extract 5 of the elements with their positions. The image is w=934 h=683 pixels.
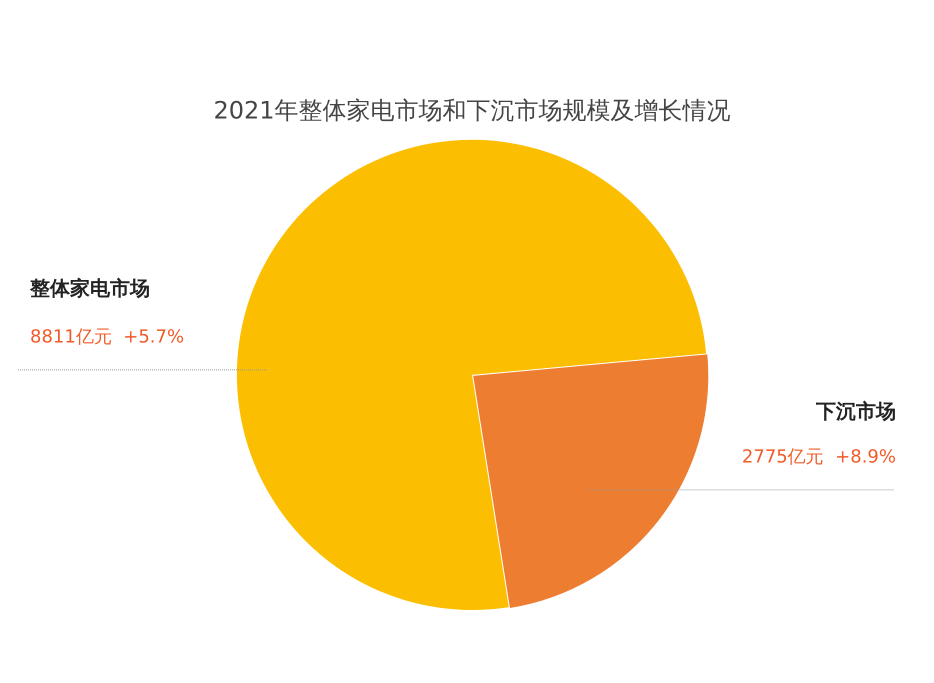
slice-label: 下沉市场 [815,399,896,424]
slice-label: 整体家电市场 [29,276,150,300]
data-label: 8811亿元 +5.7% [30,326,184,348]
chart-title: 2021年整体家电市场和下沉市场规模及增长情况 [213,96,731,125]
data-label: 2775亿元 +8.9% [742,446,896,468]
